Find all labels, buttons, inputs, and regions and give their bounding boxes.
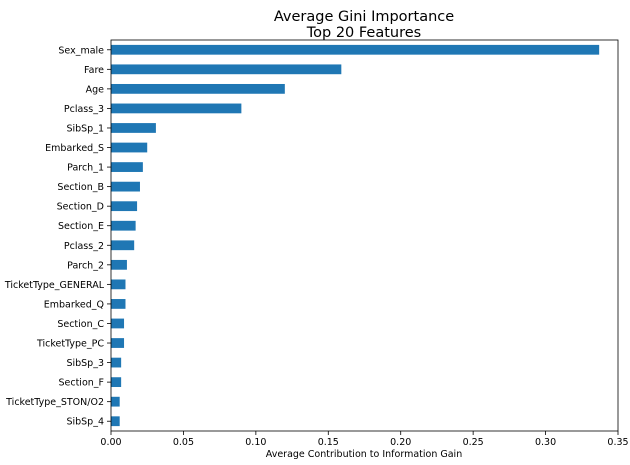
x-tick-label: 0.10	[245, 437, 266, 448]
y-tick-label: SibSp_4	[66, 417, 104, 428]
x-tick-label: 0.30	[535, 437, 556, 448]
bar	[111, 142, 148, 153]
plot-frame	[110, 39, 619, 432]
bar	[111, 201, 138, 212]
y-tick-label: TicketType_PC	[36, 339, 104, 350]
y-tick-label: Parch_1	[67, 163, 104, 174]
x-tick-label: 0.35	[607, 437, 628, 448]
bar	[111, 279, 126, 290]
bars-group	[111, 44, 600, 427]
y-tick-label: Section_C	[57, 319, 104, 330]
bar	[111, 123, 156, 133]
chart-subtitle: Top 20 Features	[306, 25, 422, 41]
x-tick-label: 0.00	[100, 437, 121, 448]
bar	[111, 338, 125, 348]
bar	[111, 44, 600, 55]
y-tick-label: SibSp_1	[66, 123, 104, 134]
bar	[111, 181, 140, 192]
bar	[111, 220, 136, 231]
bar	[111, 357, 122, 368]
bar	[111, 240, 135, 251]
x-tick-label: 0.20	[390, 437, 411, 448]
y-tick-label: Section_D	[57, 202, 104, 213]
x-axis-label: Average Contribution to Information Gain	[266, 449, 462, 460]
bar	[111, 64, 342, 75]
y-axis-ticks: Sex_male Fare Age Pclass_3 SibSp_1 Embarked_S…	[4, 45, 111, 428]
y-tick-label: Section_F	[58, 378, 104, 389]
y-tick-label: TicketType_STON/O2	[5, 397, 104, 408]
y-tick-label: TicketType_GENERAL	[4, 280, 105, 291]
y-tick-label: Section_E	[58, 221, 104, 232]
bar	[111, 162, 143, 172]
bar	[111, 416, 120, 427]
x-tick-label: 0.15	[318, 437, 339, 448]
y-tick-label: Embarked_Q	[44, 299, 104, 310]
y-tick-label: Sex_male	[58, 45, 104, 56]
bar	[111, 318, 125, 329]
bar	[111, 83, 285, 94]
y-tick-label: Pclass_2	[64, 241, 104, 252]
y-tick-label: Pclass_3	[64, 104, 104, 115]
chart-title: Average Gini Importance	[274, 9, 454, 25]
y-tick-label: Parch_2	[67, 260, 104, 271]
y-tick-label: SibSp_3	[66, 358, 104, 369]
bar	[111, 396, 120, 407]
y-tick-label: Section_B	[57, 182, 104, 193]
bar	[111, 299, 126, 309]
bar	[111, 377, 122, 388]
y-tick-label: Age	[86, 84, 105, 95]
x-tick-label: 0.05	[173, 437, 194, 448]
bar	[111, 259, 127, 270]
bar	[111, 103, 242, 114]
x-axis-ticks: 0.00 0.05 0.10 0.15 0.20 0.25 0.30 0.35	[100, 431, 629, 448]
y-tick-label: Embarked_S	[45, 143, 104, 154]
y-tick-label: Fare	[84, 65, 104, 76]
x-tick-label: 0.25	[463, 437, 484, 448]
